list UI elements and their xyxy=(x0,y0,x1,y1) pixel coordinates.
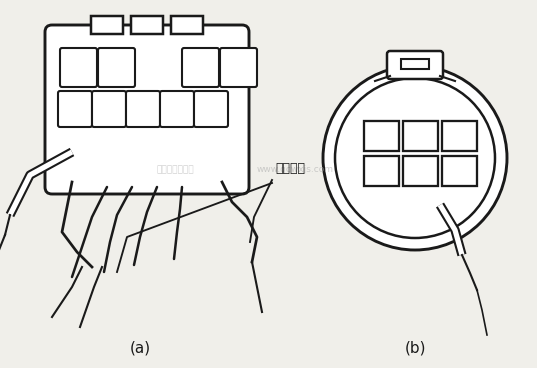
FancyBboxPatch shape xyxy=(92,91,126,127)
Bar xyxy=(91,16,123,34)
Bar xyxy=(401,59,429,69)
FancyBboxPatch shape xyxy=(45,25,249,194)
FancyBboxPatch shape xyxy=(60,48,97,87)
FancyBboxPatch shape xyxy=(220,48,257,87)
FancyBboxPatch shape xyxy=(160,91,194,127)
FancyBboxPatch shape xyxy=(98,48,135,87)
Text: www.qcwxjs.com: www.qcwxjs.com xyxy=(257,166,333,174)
Text: (a): (a) xyxy=(129,340,150,355)
FancyBboxPatch shape xyxy=(58,91,92,127)
Bar xyxy=(364,156,398,185)
FancyBboxPatch shape xyxy=(126,91,160,127)
Bar xyxy=(403,156,438,185)
FancyBboxPatch shape xyxy=(182,48,219,87)
Bar xyxy=(403,120,438,151)
Circle shape xyxy=(335,78,495,238)
Bar xyxy=(131,16,163,34)
Bar xyxy=(171,16,203,34)
Circle shape xyxy=(323,66,507,250)
FancyBboxPatch shape xyxy=(387,51,443,79)
Bar xyxy=(441,156,476,185)
Bar xyxy=(364,120,398,151)
FancyBboxPatch shape xyxy=(194,91,228,127)
Bar xyxy=(441,120,476,151)
Text: (b): (b) xyxy=(404,340,426,355)
Text: 电气配线: 电气配线 xyxy=(275,162,305,175)
Text: 汽车维修技术网: 汽车维修技术网 xyxy=(156,166,194,174)
